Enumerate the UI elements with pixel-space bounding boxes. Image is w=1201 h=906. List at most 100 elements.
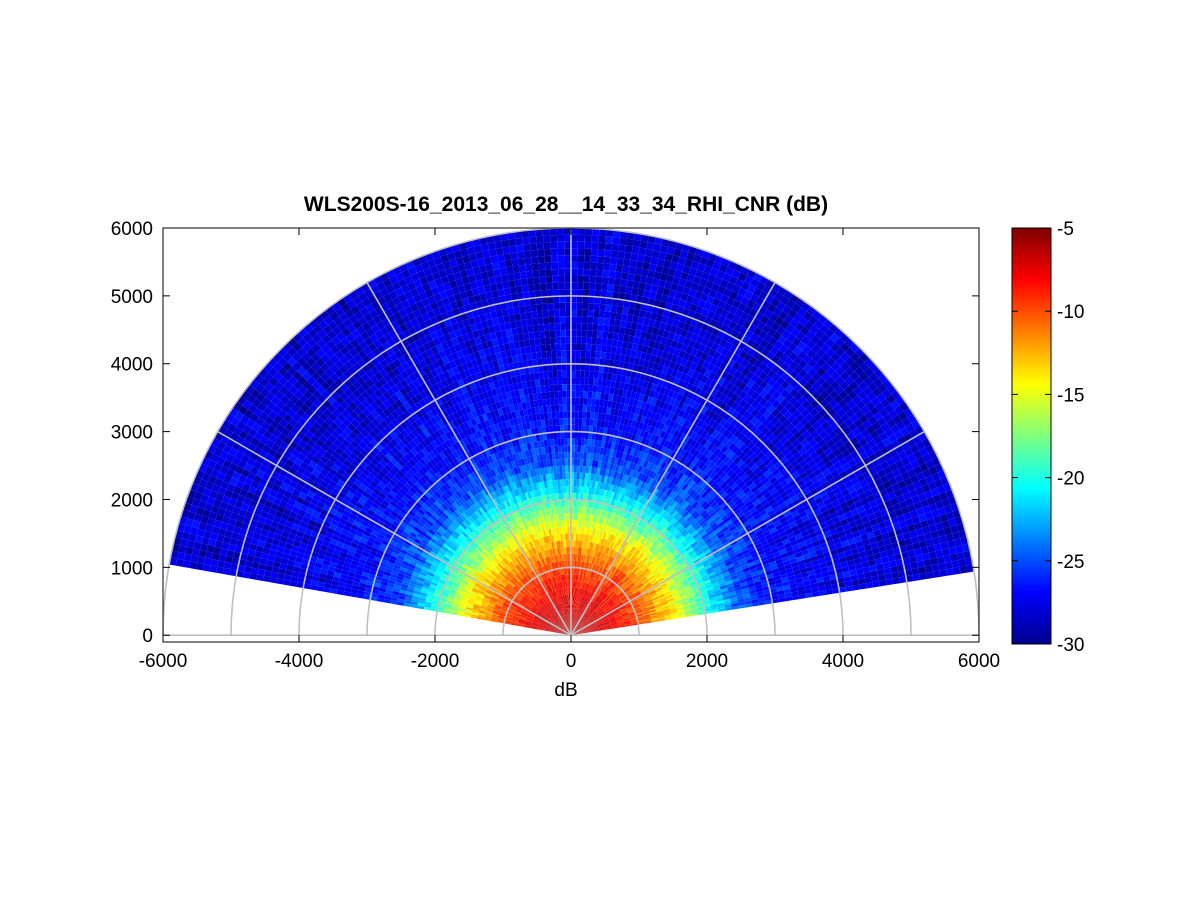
heatmap-cell	[566, 323, 571, 330]
heatmap-cell	[627, 273, 634, 281]
heatmap-cell	[566, 506, 568, 513]
heatmap-cell	[631, 288, 638, 296]
heatmap-cell	[913, 574, 921, 581]
heatmap-cell	[594, 372, 599, 379]
heatmap-cell	[631, 253, 639, 261]
heatmap-cell	[596, 392, 601, 399]
heatmap-cell	[593, 317, 599, 324]
heatmap-cell	[605, 352, 611, 359]
heatmap-cell	[621, 313, 628, 321]
heatmap-cell	[593, 378, 598, 385]
heatmap-cell	[610, 312, 616, 319]
heatmap-cell	[565, 452, 568, 459]
heatmap-cell	[639, 241, 647, 249]
heatmap-cell	[562, 364, 567, 371]
heatmap-cell	[582, 418, 586, 425]
heatmap-cell	[581, 350, 586, 357]
heatmap-cell	[571, 235, 578, 242]
heatmap-cell	[571, 316, 577, 323]
heatmap-cell	[573, 533, 575, 540]
heatmap-cell	[598, 372, 603, 379]
heatmap-cell	[573, 520, 575, 527]
heatmap-cell	[558, 255, 565, 262]
heatmap-cell	[559, 289, 565, 296]
heatmap-cell	[622, 266, 629, 274]
heatmap-cell	[611, 346, 617, 353]
heatmap-cell	[586, 344, 591, 351]
heatmap-cell	[587, 398, 592, 405]
heatmap-cell	[578, 248, 585, 255]
heatmap-cell	[577, 282, 583, 289]
heatmap-cell	[558, 269, 565, 276]
heatmap-cell	[577, 296, 583, 303]
heatmap-cell	[619, 286, 626, 294]
heatmap-cell	[564, 425, 568, 432]
heatmap-cell	[590, 276, 597, 283]
heatmap-cell	[596, 276, 603, 283]
heatmap-cell	[613, 333, 619, 340]
heatmap-cell	[612, 237, 620, 245]
heatmap-cell	[575, 520, 577, 527]
heatmap-cell	[574, 438, 578, 445]
heatmap-cell	[578, 432, 582, 439]
heatmap-cell	[566, 330, 571, 337]
heatmap-cell	[583, 459, 587, 466]
heatmap-cell	[574, 452, 577, 459]
heatmap-cell	[574, 445, 577, 452]
heatmap-cell	[590, 262, 597, 269]
heatmap-cell	[584, 439, 588, 446]
heatmap-cell	[626, 239, 634, 247]
heatmap-cell	[580, 384, 585, 391]
heatmap-cell	[559, 303, 565, 310]
heatmap-cell	[612, 244, 620, 252]
heatmap-cell	[642, 262, 650, 270]
heatmap-cell	[585, 371, 590, 378]
heatmap-cell	[558, 276, 564, 283]
heatmap-cell	[578, 235, 585, 242]
heatmap-cell	[951, 560, 959, 568]
heatmap-cell	[611, 305, 618, 312]
heatmap-cell	[571, 276, 577, 283]
heatmap-cell	[633, 240, 641, 248]
heatmap-cell	[646, 242, 654, 250]
heatmap-cell	[609, 271, 616, 278]
heatmap-cell	[581, 330, 587, 337]
heatmap-cell	[617, 258, 624, 266]
heatmap-cell	[602, 373, 607, 380]
heatmap-cell	[599, 311, 605, 318]
heatmap-cell	[568, 561, 569, 568]
heatmap-cell	[592, 324, 598, 331]
heatmap-cell	[604, 311, 610, 318]
heatmap-cell	[605, 236, 613, 243]
heatmap-cell	[565, 289, 571, 296]
heatmap-cell	[587, 323, 593, 330]
heatmap-cell	[574, 472, 577, 479]
heatmap-cell	[563, 404, 567, 411]
heatmap-cell	[919, 573, 927, 580]
heatmap-cell	[560, 330, 565, 337]
heatmap-cell	[577, 289, 583, 296]
heatmap-cell	[563, 418, 567, 425]
heatmap-cell	[598, 243, 605, 250]
heatmap-cell	[945, 561, 953, 569]
heatmap-cell	[565, 269, 571, 276]
heatmap-cell	[634, 274, 641, 282]
heatmap-cell	[580, 371, 585, 378]
heatmap-cell	[564, 255, 571, 262]
heatmap-cell	[578, 425, 582, 432]
heatmap-cell	[592, 385, 597, 392]
heatmap-cell	[588, 439, 592, 446]
heatmap-cell	[579, 473, 582, 480]
heatmap-cell	[584, 446, 588, 453]
heatmap-cell	[591, 405, 596, 412]
heatmap-cell	[561, 337, 566, 344]
heatmap-cell	[581, 445, 585, 452]
heatmap-cell	[957, 552, 965, 560]
heatmap-cell	[582, 310, 588, 317]
heatmap-cell	[630, 260, 638, 268]
heatmap-cell	[933, 570, 941, 577]
heatmap-cell	[565, 472, 568, 479]
heatmap-cell	[571, 255, 578, 262]
heatmap-cell	[614, 326, 620, 334]
heatmap-cell	[581, 337, 586, 344]
